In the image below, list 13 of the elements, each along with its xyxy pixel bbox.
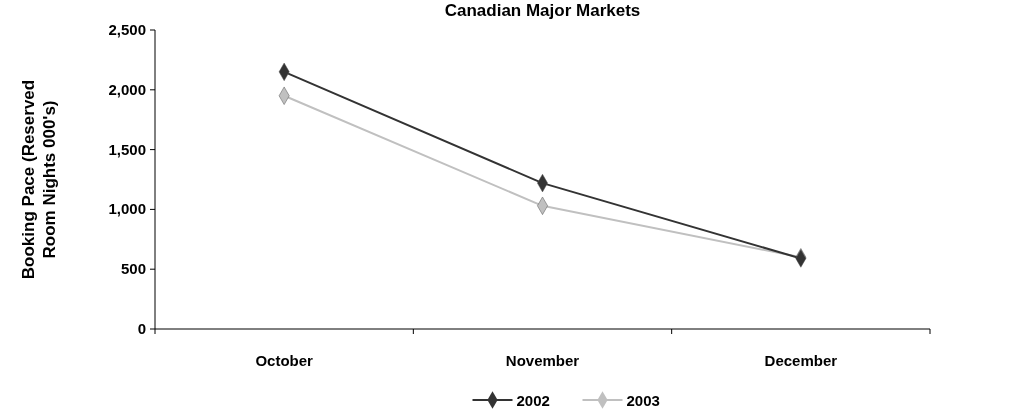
x-tick-label: December	[764, 352, 838, 369]
legend-label: 2002	[516, 392, 550, 409]
y-axis-title: Booking Pace (Reserved Room Nights 000's)	[19, 79, 59, 280]
x-tick-label: October	[255, 352, 314, 369]
y-tick-label: 2,500	[108, 21, 146, 38]
y-tick-label: 1,500	[108, 140, 146, 158]
y-tick-label: 2,000	[108, 80, 146, 98]
y-tick-label: 500	[120, 260, 146, 278]
y-tick-label: 0	[137, 320, 146, 337]
chart-title: Canadian Major Markets	[444, 1, 641, 20]
y-tick-label: 1,000	[108, 200, 146, 218]
legend-label: 2003	[626, 392, 660, 409]
x-tick-label: November	[505, 352, 580, 369]
